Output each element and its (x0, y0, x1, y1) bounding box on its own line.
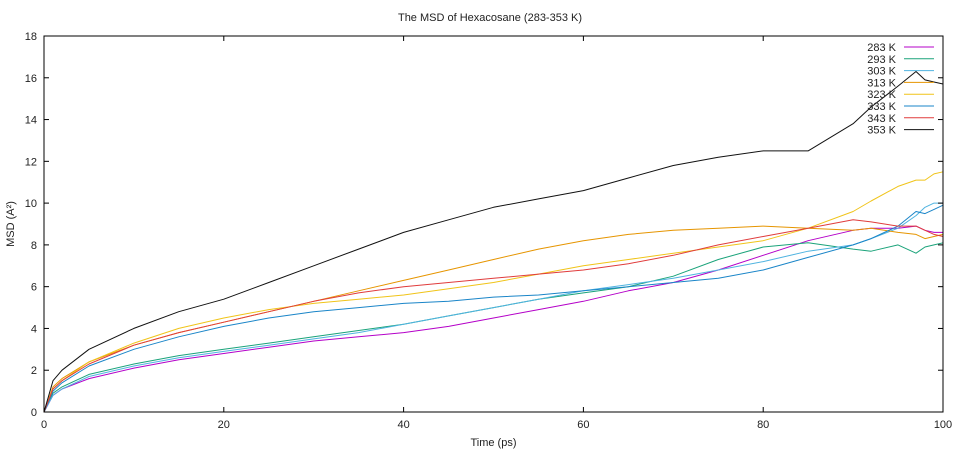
y-tick-label: 12 (25, 156, 37, 168)
y-tick-label: 14 (25, 115, 37, 127)
x-tick-label: 20 (218, 419, 230, 431)
y-tick-label: 8 (31, 240, 37, 252)
x-axis: 0 20 40 60 80 100 (41, 36, 952, 431)
y-tick-label: 2 (31, 365, 37, 377)
y-tick-label: 4 (31, 323, 37, 335)
series-line-303-K (43, 202, 943, 413)
x-tick-label: 60 (577, 419, 589, 431)
y-axis-label: MSD (A²) (5, 201, 17, 247)
legend-label: 303 K (867, 66, 896, 78)
legend-label: 333 K (867, 101, 896, 113)
y-tick-label: 6 (31, 282, 37, 294)
chart-title: The MSD of Hexacosane (283-353 K) (398, 12, 582, 24)
x-tick-label: 100 (934, 419, 952, 431)
plot-lines (43, 71, 944, 413)
series-line-283-K (43, 225, 943, 413)
series-line-353-K (43, 71, 944, 413)
legend-label: 353 K (867, 125, 896, 137)
y-tick-label: 0 (31, 407, 37, 419)
y-tick-label: 16 (25, 73, 37, 85)
legend-label: 283 K (867, 42, 896, 54)
series-line-343-K (43, 219, 944, 413)
plot-frame (43, 35, 944, 413)
x-axis-label: Time (ps) (470, 437, 516, 449)
legend-label: 313 K (867, 77, 896, 89)
y-tick-label: 10 (25, 198, 37, 210)
y-tick-label: 18 (25, 31, 37, 43)
legend-label: 343 K (867, 113, 896, 125)
legend-label: 323 K (867, 89, 896, 101)
x-tick-label: 80 (757, 419, 769, 431)
x-tick-label: 40 (397, 419, 409, 431)
y-axis: 0 2 4 6 8 10 12 14 16 18 (25, 31, 943, 419)
legend-label: 293 K (867, 54, 896, 66)
x-tick-label: 0 (41, 419, 47, 431)
series-line-333-K (43, 204, 944, 413)
